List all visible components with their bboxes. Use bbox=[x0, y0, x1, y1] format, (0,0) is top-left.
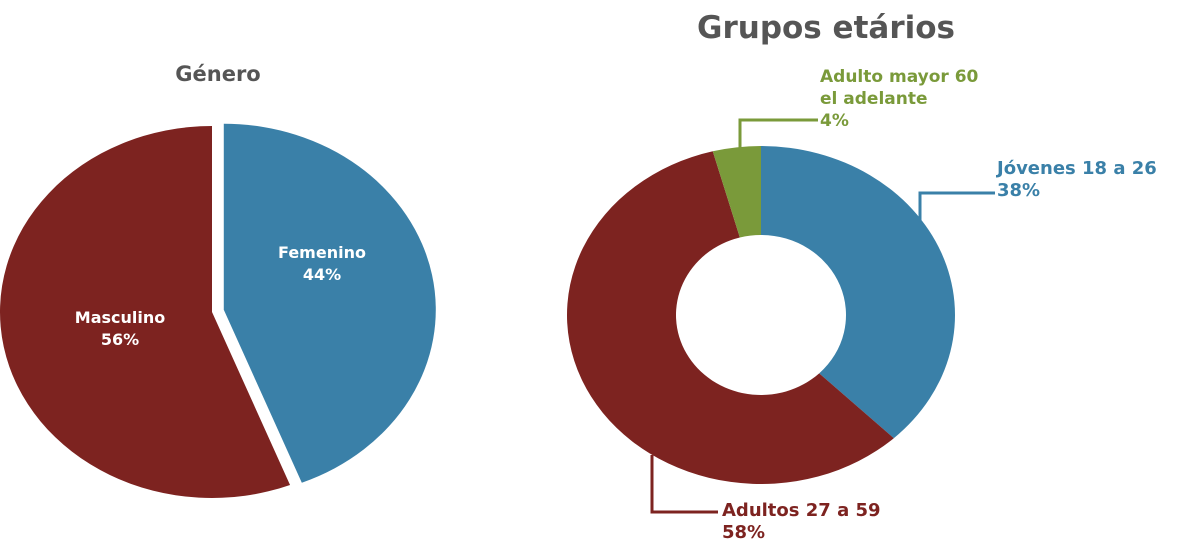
slice-label: Jóvenes 18 a 26 bbox=[997, 158, 1157, 179]
value-label: 44% bbox=[302, 265, 342, 284]
slice-label: Adultos 27 a 59 bbox=[722, 500, 881, 521]
pie-slice bbox=[0, 126, 291, 498]
value-label: 38% bbox=[997, 180, 1041, 201]
leader-line bbox=[918, 191, 995, 220]
slice-label: Masculino bbox=[74, 308, 166, 327]
leader-line bbox=[650, 455, 718, 514]
donut-segment bbox=[712, 146, 761, 238]
value-label: 58% bbox=[722, 522, 766, 543]
value-label: 4% bbox=[820, 111, 849, 131]
pie-slice bbox=[223, 123, 436, 483]
chart-title: Grupos etários bbox=[697, 10, 955, 46]
slice-label: Femenino bbox=[278, 243, 366, 262]
slice-label: Adulto mayor 60 el adelante bbox=[820, 67, 979, 109]
donut-segment bbox=[761, 146, 955, 439]
chart-title: Género bbox=[175, 62, 261, 86]
leader-line bbox=[738, 118, 818, 150]
donut-segment bbox=[567, 151, 894, 484]
value-label: 56% bbox=[100, 330, 140, 349]
